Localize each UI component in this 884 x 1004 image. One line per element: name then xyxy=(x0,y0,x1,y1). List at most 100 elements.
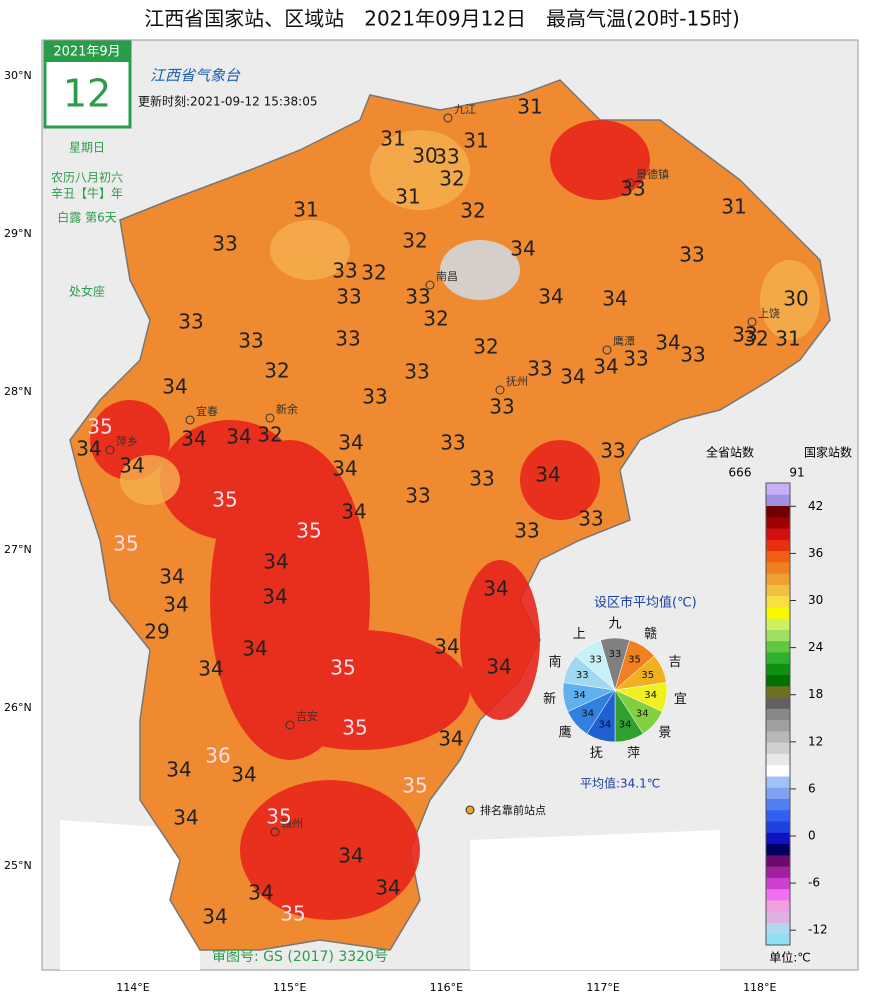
colorbar-cell xyxy=(766,618,790,630)
lat-label: 26°N xyxy=(4,701,32,714)
colorbar-cell xyxy=(766,652,790,664)
pie-value: 34 xyxy=(636,709,649,720)
colorbar-cell xyxy=(766,539,790,552)
temperature-label: 29 xyxy=(144,620,169,644)
pie-label: 鹰 xyxy=(559,725,572,741)
city-marker xyxy=(105,445,115,455)
pie-value: 33 xyxy=(609,649,622,660)
temperature-label: 33 xyxy=(489,395,514,419)
colorbar-tick-label: 36 xyxy=(808,546,823,560)
colorbar-tick-label: 24 xyxy=(808,640,823,654)
city-marker xyxy=(270,827,280,837)
pie-value: 34 xyxy=(598,720,611,731)
temperature-label: 31 xyxy=(463,129,488,153)
temperature-label: 34 xyxy=(226,425,251,449)
temperature-label: 34 xyxy=(560,365,585,389)
temperature-label: 33 xyxy=(178,310,203,334)
solar-term: 白露 第6天 xyxy=(57,210,116,225)
colorbar-cell xyxy=(766,584,790,597)
city-name: 萍乡 xyxy=(116,435,138,448)
city-name: 九江 xyxy=(454,103,476,116)
temperature-label: 34 xyxy=(602,287,627,311)
temperature-label: 33 xyxy=(332,259,357,283)
temperature-label: 32 xyxy=(361,261,386,285)
city-name: 景德镇 xyxy=(636,167,669,181)
calendar-month: 2021年9月 xyxy=(53,45,120,60)
lon-label: 114°E xyxy=(116,981,149,994)
pie-value: 34 xyxy=(619,720,632,731)
temperature-label: 33 xyxy=(620,177,645,201)
temperature-label: 34 xyxy=(198,657,223,681)
city-name: 吉安 xyxy=(296,709,318,723)
colorbar-cell xyxy=(766,742,790,754)
poyang-lake xyxy=(440,240,520,300)
temperature-label: 31 xyxy=(517,95,542,119)
temperature-label: 33 xyxy=(679,243,704,267)
colorbar-cell xyxy=(766,674,790,687)
pie-value: 34 xyxy=(573,690,586,701)
colorbar-cell xyxy=(766,877,790,890)
temperature-label: 35 xyxy=(330,656,355,680)
temperature-label: 35 xyxy=(280,902,305,926)
temperature-label: 32 xyxy=(257,423,282,447)
lat-label: 29°N xyxy=(4,227,32,240)
temperature-label: 31 xyxy=(395,185,420,209)
colorbar-cell xyxy=(766,764,790,777)
city-marker xyxy=(625,178,635,188)
pie-value: 33 xyxy=(576,670,589,681)
temperature-label: 35 xyxy=(296,519,321,543)
temperature-label: 34 xyxy=(332,457,357,481)
colorbar-cell xyxy=(766,483,790,495)
colorbar-cell xyxy=(766,933,790,946)
lat-label: 30°N xyxy=(4,69,32,82)
pie-label: 九 xyxy=(608,617,621,632)
temperature-label: 34 xyxy=(163,593,188,617)
colorbar-cell xyxy=(766,899,790,912)
title: 江西省国家站、区域站 2021年09月12日 最高气温(20时-15时) xyxy=(144,7,740,31)
temperature-label: 34 xyxy=(202,905,227,929)
temperature-label: 34 xyxy=(338,844,363,868)
temperature-label: 32 xyxy=(402,229,427,253)
temperature-label: 33 xyxy=(514,519,539,543)
colorbar-cell xyxy=(766,888,790,901)
note-marker xyxy=(465,805,475,815)
temperature-label: 34 xyxy=(438,727,463,751)
colorbar-cell xyxy=(766,697,790,709)
temperature-label: 30 xyxy=(412,144,437,168)
colorbar-tick-label: 42 xyxy=(808,499,823,513)
colorbar-frame xyxy=(765,482,791,946)
temperature-label: 35 xyxy=(342,716,367,740)
temperature-label: 33 xyxy=(440,431,465,455)
colorbar-cell xyxy=(766,821,790,833)
colorbar-cell xyxy=(766,516,790,529)
pie-average: 平均值:34.1℃ xyxy=(580,776,660,791)
zodiac: 处女座 xyxy=(69,284,105,299)
pie-label: 景 xyxy=(658,726,671,741)
temperature-label: 33 xyxy=(578,507,603,531)
colorbar-cell xyxy=(766,753,790,766)
temperature-label: 35 xyxy=(266,805,291,829)
city-name: 鹰潭 xyxy=(613,334,635,348)
temperature-label: 32 xyxy=(264,359,289,383)
temperature-label: 33 xyxy=(732,323,757,347)
temperature-label: 34 xyxy=(166,758,191,782)
note: 排名靠前站点 xyxy=(480,803,546,817)
colorbar-cell xyxy=(766,708,790,721)
lat-label: 25°N xyxy=(4,859,32,872)
colorbar-cell xyxy=(766,775,790,788)
pie-value: 34 xyxy=(581,709,594,720)
lunar-date: 农历八月初六 xyxy=(51,171,123,185)
city-name: 抚州 xyxy=(506,374,528,388)
city-marker xyxy=(425,280,435,290)
update-time: 更新时刻:2021-09-12 15:38:05 xyxy=(138,94,318,109)
temperature-label: 35 xyxy=(87,415,112,439)
temperature-label: 33 xyxy=(336,285,361,309)
colorbar-tick-label: 12 xyxy=(808,734,823,748)
temperature-label: 33 xyxy=(680,343,705,367)
pie-label: 上 xyxy=(573,627,586,642)
colorbar-cell xyxy=(766,640,790,653)
pie-label: 赣 xyxy=(644,627,657,642)
temperature-label: 33 xyxy=(434,145,459,169)
temperature-label: 30 xyxy=(783,287,808,311)
temperature-label: 33 xyxy=(405,285,430,309)
